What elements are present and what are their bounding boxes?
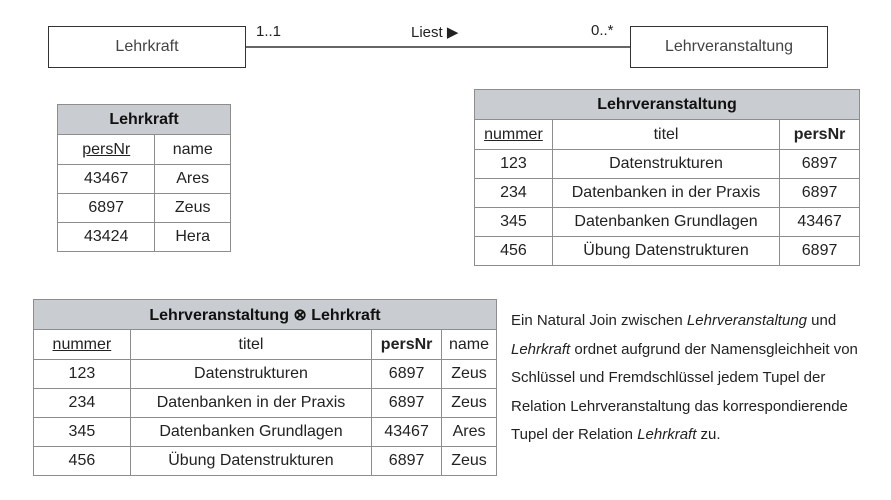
cell: Datenstrukturen	[129, 359, 373, 389]
cell: 6897	[779, 236, 860, 266]
note-emphasis: Lehrkraft	[637, 426, 697, 443]
table-row: 43424 Hera	[56, 222, 231, 252]
cell: Zeus	[154, 193, 231, 223]
cell: Ares	[441, 417, 497, 447]
explanation-text: Ein Natural Join zwischen Lehrveranstalt…	[511, 307, 883, 450]
cell: 345	[33, 417, 131, 447]
cell: Ares	[154, 164, 231, 194]
cell: 345	[474, 207, 553, 237]
cell: Datenstrukturen	[551, 149, 781, 179]
relationship-label: Liest ▶	[411, 24, 459, 41]
column-header: name	[441, 329, 497, 360]
entity-lehrkraft: Lehrkraft	[48, 26, 246, 68]
cell: Zeus	[441, 446, 497, 476]
cell: Datenbanken Grundlagen	[129, 417, 373, 447]
column-header: nummer	[33, 329, 131, 360]
table-lehrveranstaltung: Lehrveranstaltung nummer titel persNr 12…	[474, 89, 860, 266]
cell: Übung Datenstrukturen	[129, 446, 373, 476]
cell: Hera	[154, 222, 231, 252]
table-title: Lehrkraft	[57, 104, 231, 135]
note-text: und	[807, 312, 837, 329]
cell: Zeus	[441, 388, 497, 418]
table-row: 456 Übung Datenstrukturen 6897 Zeus	[33, 446, 497, 476]
cardinality-right: 0..*	[591, 22, 614, 39]
cell: 234	[474, 178, 553, 208]
column-header: persNr	[779, 119, 860, 150]
table-row: 345 Datenbanken Grundlagen 43467	[474, 207, 860, 237]
table-row: 345 Datenbanken Grundlagen 43467 Ares	[33, 417, 497, 447]
column-header: persNr	[371, 329, 443, 360]
cardinality-left: 1..1	[256, 23, 282, 40]
cell: 6897	[371, 446, 443, 476]
cell: 6897	[371, 359, 443, 389]
column-header: titel	[129, 329, 373, 360]
entity-lehrveranstaltung: Lehrveranstaltung	[630, 26, 828, 68]
cell: 123	[474, 149, 553, 179]
cell: 6897	[779, 149, 860, 179]
note-text: ordnet aufgrund der Namensgleichheit von…	[511, 340, 858, 444]
cell: 43424	[56, 222, 156, 252]
table-row: 43467 Ares	[56, 164, 231, 194]
table-join: Lehrveranstaltung ⊗ Lehrkraft nummer tit…	[33, 299, 497, 476]
cell: 43467	[56, 164, 156, 194]
cell: 43467	[371, 417, 443, 447]
table-row: 456 Übung Datenstrukturen 6897	[474, 236, 860, 266]
cell: 6897	[779, 178, 860, 208]
column-header: persNr	[56, 134, 156, 165]
column-header: titel	[551, 119, 781, 150]
table-title: Lehrveranstaltung ⊗ Lehrkraft	[33, 299, 497, 330]
cell: 456	[474, 236, 553, 266]
note-text: Ein Natural Join zwischen	[511, 312, 687, 329]
note-text: zu.	[696, 426, 721, 443]
cell: 6897	[56, 193, 156, 223]
cell: 123	[33, 359, 131, 389]
column-header: name	[154, 134, 231, 165]
table-row: 6897 Zeus	[56, 193, 231, 223]
column-header: nummer	[474, 119, 553, 150]
cell: 6897	[371, 388, 443, 418]
entity-lehrveranstaltung-label: Lehrveranstaltung	[664, 38, 794, 55]
table-row: 234 Datenbanken in der Praxis 6897	[474, 178, 860, 208]
cell: Datenbanken Grundlagen	[551, 207, 781, 237]
cell: 234	[33, 388, 131, 418]
note-emphasis: Lehrkraft	[511, 340, 571, 358]
note-emphasis: Lehrveranstaltung	[686, 312, 808, 329]
table-row: 123 Datenstrukturen 6897 Zeus	[33, 359, 497, 389]
table-row: 234 Datenbanken in der Praxis 6897 Zeus	[33, 388, 497, 418]
cell: Datenbanken in der Praxis	[129, 388, 373, 418]
cell: Übung Datenstrukturen	[551, 236, 781, 266]
table-title: Lehrveranstaltung	[474, 89, 860, 120]
entity-lehrkraft-label: Lehrkraft	[115, 38, 179, 55]
table-lehrkraft: Lehrkraft persNr name 43467 Ares 6897 Ze…	[56, 104, 231, 252]
relationship-line	[246, 46, 630, 48]
cell: Datenbanken in der Praxis	[551, 178, 781, 208]
cell: 43467	[779, 207, 860, 237]
cell: Zeus	[441, 359, 497, 389]
table-row: 123 Datenstrukturen 6897	[474, 149, 860, 179]
cell: 456	[33, 446, 131, 476]
